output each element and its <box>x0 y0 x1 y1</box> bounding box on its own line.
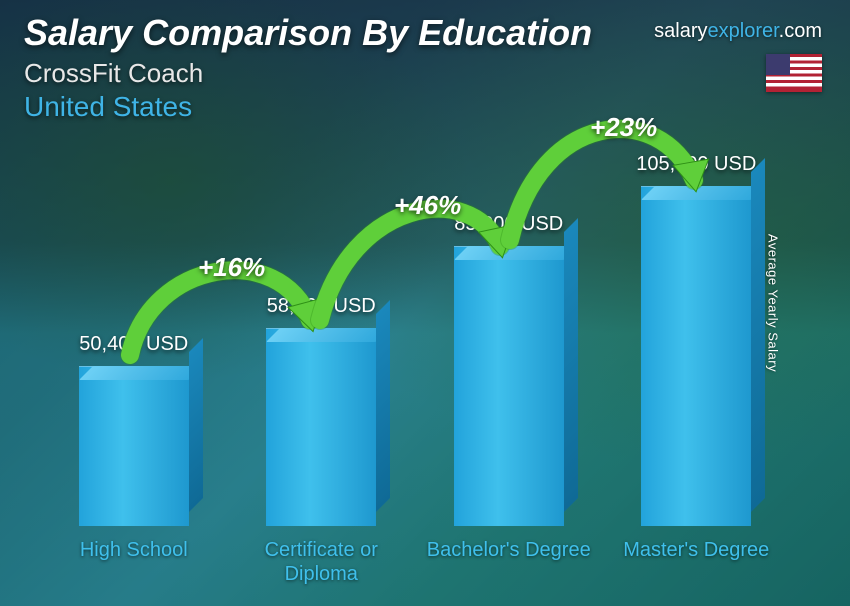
bar <box>266 328 376 526</box>
bar-group: 85,000 USD Bachelor's Degree <box>426 213 591 586</box>
bar-chart: 50,400 USD High School 58,200 USD Certifica… <box>40 106 790 586</box>
bar <box>641 186 751 526</box>
increase-percent-label: +23% <box>590 112 657 143</box>
bar-category-label: Bachelor's Degree <box>427 538 591 586</box>
bar <box>79 366 189 526</box>
brand-tld: .com <box>779 20 822 42</box>
bar-top-face <box>454 246 578 260</box>
bar-front-face <box>266 328 376 526</box>
bar <box>454 246 564 526</box>
bar-category-label: Master's Degree <box>623 538 769 586</box>
bar-top-face <box>266 328 390 342</box>
chart-subtitle: CrossFit Coach <box>24 58 826 89</box>
bar-side-face <box>564 218 578 512</box>
bar-group: 58,200 USD Certificate or Diploma <box>239 295 404 586</box>
brand-logo: salaryexplorer.com <box>654 20 822 43</box>
bar-top-face <box>79 366 203 380</box>
bar-side-face <box>189 338 203 512</box>
bar-top-face <box>641 186 765 200</box>
brand-text-accent: explorer <box>708 20 779 42</box>
bar-value-label: 58,200 USD <box>267 295 376 318</box>
bar-front-face <box>79 366 189 526</box>
bar-side-face <box>751 158 765 512</box>
bar-category-label: High School <box>80 538 188 586</box>
us-flag-icon <box>766 54 822 92</box>
bar-value-label: 105,000 USD <box>636 153 756 176</box>
bar-category-label: Certificate or Diploma <box>239 538 404 586</box>
bar-group: 105,000 USD Master's Degree <box>614 153 779 586</box>
bar-side-face <box>376 300 390 512</box>
bar-front-face <box>641 186 751 526</box>
increase-percent-label: +16% <box>198 252 265 283</box>
bar-value-label: 85,000 USD <box>454 213 563 236</box>
increase-percent-label: +46% <box>394 190 461 221</box>
bar-front-face <box>454 246 564 526</box>
brand-text-plain: salary <box>654 20 707 42</box>
bar-value-label: 50,400 USD <box>79 333 188 356</box>
bar-group: 50,400 USD High School <box>51 333 216 586</box>
